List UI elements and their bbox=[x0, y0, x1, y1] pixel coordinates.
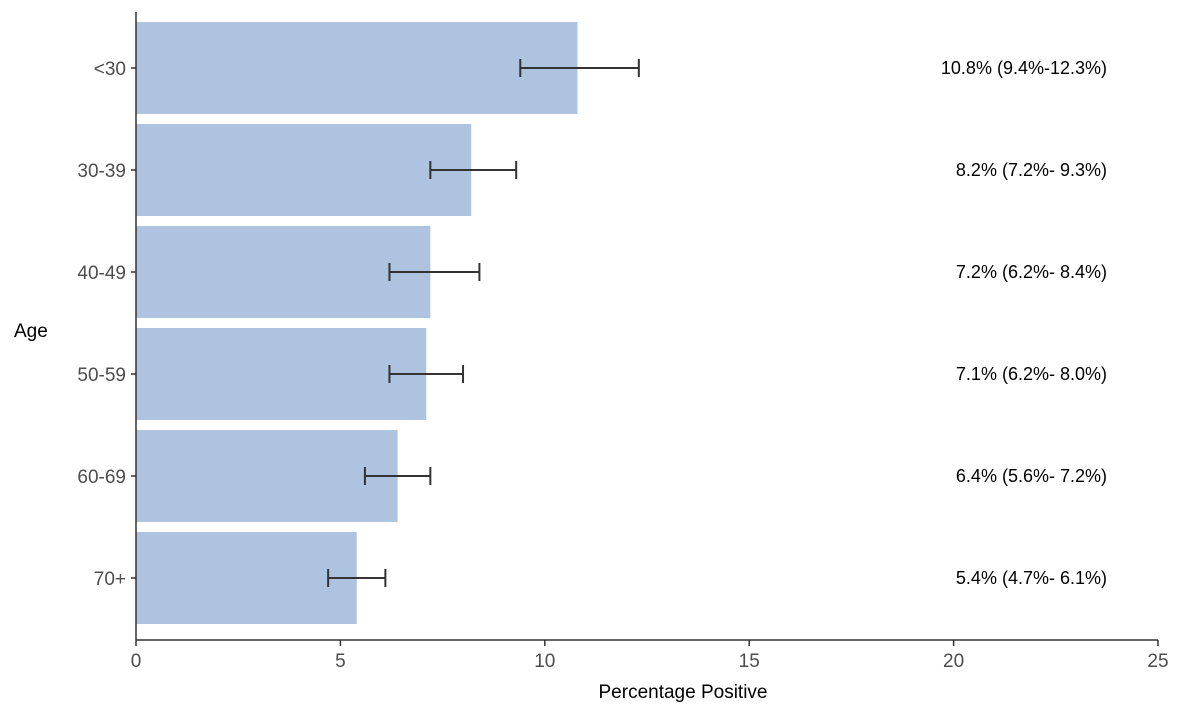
x-tick-label: 20 bbox=[943, 651, 964, 672]
y-tick-label: 70+ bbox=[94, 569, 126, 590]
bar bbox=[136, 22, 578, 114]
axes-layer bbox=[135, 12, 1158, 641]
bar bbox=[136, 430, 398, 522]
bar bbox=[136, 328, 427, 420]
y-tick-label: 60-69 bbox=[77, 467, 126, 488]
errorbars-layer bbox=[327, 59, 640, 587]
labels-layer: <30 10.8% (9.4%-12.3%) 30-39 8.2% (7.2%- 9.… bbox=[77, 58, 1168, 672]
bar bbox=[136, 226, 431, 318]
error-bar bbox=[429, 161, 518, 179]
error-bar bbox=[388, 263, 481, 281]
y-tick-label: 30-39 bbox=[77, 161, 126, 182]
x-tick-label: 25 bbox=[1147, 651, 1168, 672]
error-bar bbox=[388, 365, 465, 383]
x-axis-title: Percentage Positive bbox=[599, 682, 768, 703]
data-label: 8.2% (7.2%- 9.3%) bbox=[956, 160, 1107, 180]
error-bar bbox=[327, 569, 387, 587]
data-label: 6.4% (5.6%- 7.2%) bbox=[956, 466, 1107, 486]
bar bbox=[136, 532, 357, 624]
x-tick-label: 10 bbox=[534, 651, 555, 672]
y-tick-label: 40-49 bbox=[77, 263, 126, 284]
error-bar bbox=[363, 467, 432, 485]
x-tick-label: 0 bbox=[131, 651, 142, 672]
data-label: 7.2% (6.2%- 8.4%) bbox=[956, 262, 1107, 282]
y-axis-title: Age bbox=[14, 321, 48, 342]
data-label: 5.4% (4.7%- 6.1%) bbox=[956, 568, 1107, 588]
x-tick-label: 5 bbox=[335, 651, 346, 672]
data-label: 7.1% (6.2%- 8.0%) bbox=[956, 364, 1107, 384]
ticks-layer bbox=[131, 67, 1159, 646]
y-tick-label: 50-59 bbox=[77, 365, 126, 386]
data-label: 10.8% (9.4%-12.3%) bbox=[941, 58, 1107, 78]
bar bbox=[136, 124, 472, 216]
y-tick-label: <30 bbox=[94, 59, 126, 80]
bars-layer bbox=[136, 22, 578, 624]
error-bar bbox=[519, 59, 640, 77]
x-tick-label: 15 bbox=[739, 651, 760, 672]
